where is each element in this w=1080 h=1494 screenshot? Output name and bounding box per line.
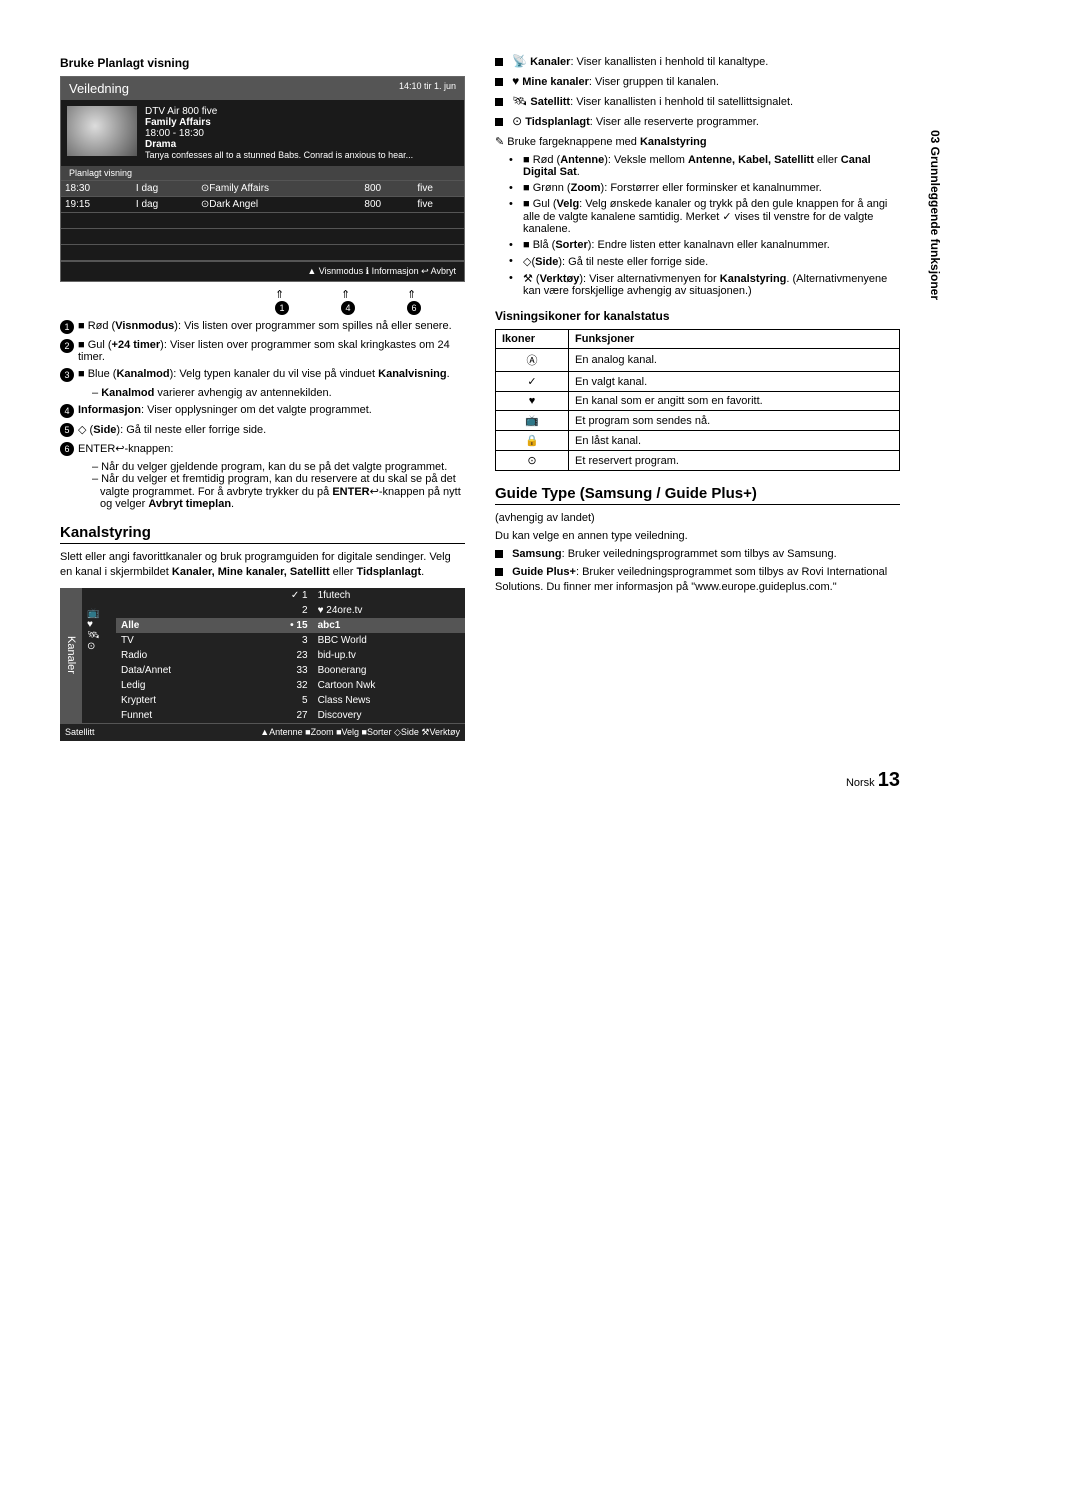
page-number: Norsk 13	[60, 769, 900, 792]
note-item: •■ Gul (Velg: Velg ønskede kanaler og tr…	[509, 198, 900, 235]
heading-guidetype: Guide Type (Samsung / Guide Plus+)	[495, 485, 900, 505]
callout-marks: ⇑1 ⇑4 ⇑6	[60, 288, 465, 315]
guide-txt: Du kan velge en annen type veiledning.	[495, 529, 900, 544]
list-item: 2■ Gul (+24 timer): Viser listen over pr…	[60, 339, 465, 363]
bullet-item: ♥ Mine kanaler: Viser gruppen til kanale…	[495, 73, 900, 90]
kanaler-foot-left: Satellitt	[65, 727, 95, 738]
callout-list: 1■ Rød (Visnmodus): Vis listen over prog…	[60, 320, 465, 510]
left-column: Bruke Planlagt visning Veiledning 14:10 …	[60, 50, 465, 749]
list-item: 3■ Blue (Kanalmod): Velg typen kanaler d…	[60, 368, 465, 382]
list-item: – Kanalmod varierer avhengig av antennek…	[92, 387, 465, 399]
list-item: 4Informasjon: Viser opplysninger om det …	[60, 404, 465, 418]
guide-footer: ▲ Visnmodus ℹ Informasjon ↩ Avbryt	[61, 261, 464, 281]
note-head: ✎ Bruke fargeknappene med Kanalstyring	[495, 135, 900, 150]
color-button-notes: •■ Rød (Antenne): Veksle mellom Antenne,…	[509, 154, 900, 297]
kanaler-foot-right: ▲Antenne ■Zoom ■Velg ■Sorter ◇Side ⚒Verk…	[260, 727, 460, 738]
guide-thumb	[67, 106, 137, 156]
guide-genre: Drama	[145, 139, 413, 150]
list-item: 1■ Rød (Visnmodus): Vis listen over prog…	[60, 320, 465, 334]
guide-row: 18:30I dag⊙Family Affairs800five	[61, 181, 464, 197]
table-row: ⒶEn analog kanal.	[496, 349, 900, 372]
dish-icon: 🛰	[87, 630, 111, 641]
kanal-intro: Slett eller angi favorittkanaler og bruk…	[60, 550, 465, 580]
clock-icon: ⊙	[87, 641, 111, 652]
list-item: – Når du velger gjeldende program, kan d…	[92, 461, 465, 473]
tv-icon: 📺	[87, 608, 111, 619]
kanaler-side-label: Kanaler	[60, 588, 82, 723]
bullet-item: Samsung: Bruker veiledningsprogrammet so…	[495, 547, 900, 562]
guide-preview: Veiledning 14:10 tir 1. jun DTV Air 800 …	[60, 76, 465, 282]
bullet-item: 📡 Kanaler: Viser kanallisten i henhold t…	[495, 53, 900, 70]
guide-time: 14:10 tir 1. jun	[399, 81, 456, 96]
heading-planlagt: Bruke Planlagt visning	[60, 56, 465, 70]
kanaler-preview: Kanaler 📺 ♥ 🛰 ⊙ ✓ 1 1futech 2♥ 24ore.tv …	[60, 588, 465, 741]
status-table: IkonerFunksjoner ⒶEn analog kanal.✓En va…	[495, 329, 900, 471]
guide-table: 18:30I dag⊙Family Affairs800five 19:15I …	[61, 180, 464, 261]
bullet-item: Guide Plus+: Bruker veiledningsprogramme…	[495, 565, 900, 595]
guide-slot: 18:00 - 18:30	[145, 128, 413, 139]
note-item: •■ Grønn (Zoom): Forstørrer eller formin…	[509, 182, 900, 194]
list-item: 5◇ (Side): Gå til neste eller forrige si…	[60, 423, 465, 437]
status-table-heading: Visningsikoner for kanalstatus	[495, 309, 900, 323]
list-item: 6ENTER↩-knappen:	[60, 442, 465, 456]
table-row: ♥En kanal som er angitt som en favoritt.	[496, 392, 900, 411]
guide-title: Veiledning	[69, 81, 129, 96]
guide-bullets: Samsung: Bruker veiledningsprogrammet so…	[495, 547, 900, 595]
note-item: •◇(Side): Gå til neste eller forrige sid…	[509, 255, 900, 268]
section-tab: 03 Grunnleggende funksjoner	[928, 130, 942, 300]
note-item: •■ Rød (Antenne): Veksle mellom Antenne,…	[509, 154, 900, 178]
note-item: •■ Blå (Sorter): Endre listen etter kana…	[509, 239, 900, 251]
guide-desc: Tanya confesses all to a stunned Babs. C…	[145, 150, 413, 160]
table-row: 🔒En låst kanal.	[496, 431, 900, 451]
bullet-item: 🛰 Satellitt: Viser kanallisten i henhold…	[495, 93, 900, 110]
table-row: 📺Et program som sendes nå.	[496, 411, 900, 431]
table-row: ✓En valgt kanal.	[496, 372, 900, 392]
note-item: •⚒ (Verktøy): Viser alternativmenyen for…	[509, 272, 900, 297]
right-column: 📡 Kanaler: Viser kanallisten i henhold t…	[495, 50, 900, 749]
list-item: – Når du velger et fremtidig program, ka…	[92, 473, 465, 510]
bullet-item: ⊙ Tidsplanlagt: Viser alle reserverte pr…	[495, 113, 900, 130]
heading-kanalstyring: Kanalstyring	[60, 524, 465, 544]
guide-tab: Planlagt visning	[61, 166, 464, 180]
guide-row: 19:15I dag⊙Dark Angel800five	[61, 197, 464, 213]
content-columns: Bruke Planlagt visning Veiledning 14:10 …	[60, 50, 900, 749]
guide-channel: DTV Air 800 five	[145, 106, 413, 117]
guide-show: Family Affairs	[145, 117, 413, 128]
table-row: ⊙Et reservert program.	[496, 451, 900, 471]
channel-type-list: 📡 Kanaler: Viser kanallisten i henhold t…	[495, 53, 900, 129]
guide-sub: (avhengig av landet)	[495, 511, 900, 526]
heart-icon: ♥	[87, 619, 111, 630]
